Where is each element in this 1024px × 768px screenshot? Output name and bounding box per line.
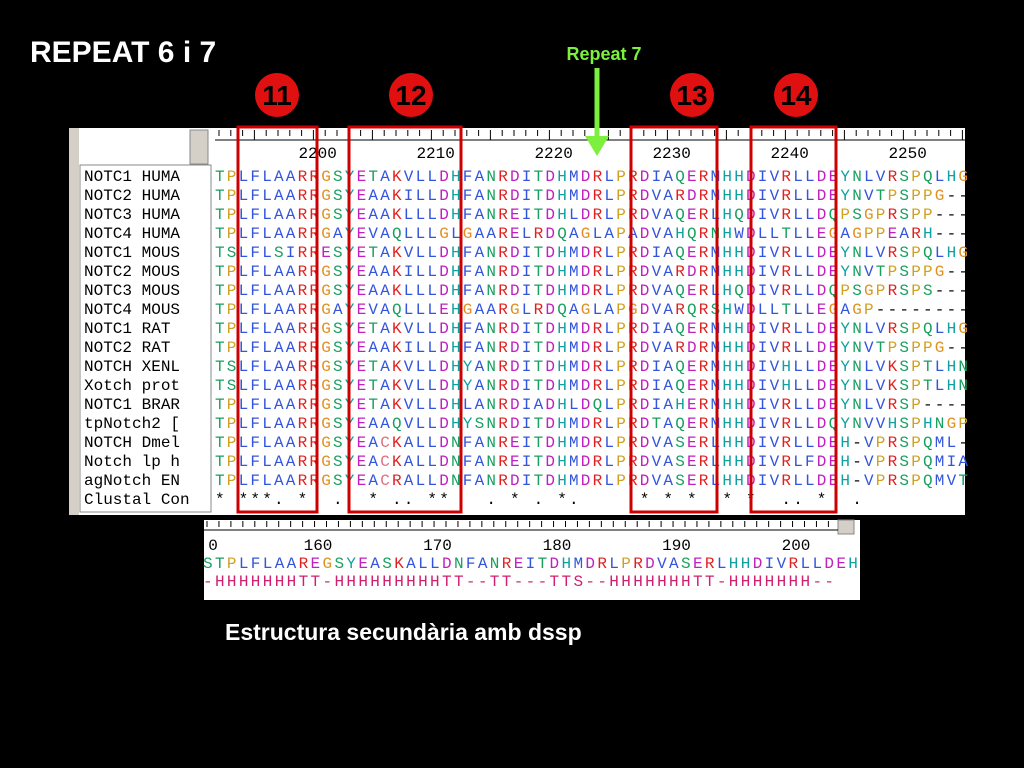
- ruler-label: 200: [782, 537, 811, 555]
- sequence-name: NOTC1 BRAR: [84, 396, 180, 414]
- ruler-label: 180: [543, 537, 572, 555]
- arrow-head: [585, 136, 609, 156]
- sequence-name: tpNotch2 [: [84, 415, 180, 433]
- sequence-name: NOTC1 HUMA: [84, 168, 180, 186]
- ruler-label: 2250: [888, 145, 926, 163]
- sequence-name: NOTC3 HUMA: [84, 206, 180, 224]
- ruler-label: 2240: [770, 145, 808, 163]
- ruler-label: 2220: [534, 145, 572, 163]
- box: [236, 125, 319, 514]
- markers: 11 12 13 14: [255, 73, 818, 117]
- box: [629, 125, 719, 514]
- box: [749, 125, 838, 514]
- names-panel: [79, 164, 212, 513]
- ruler-label: 0: [208, 537, 218, 555]
- sequence-name: NOTC2 RAT: [84, 339, 170, 357]
- scrollbar: [189, 129, 209, 165]
- sequence-name: NOTC4 MOUS: [84, 301, 180, 319]
- sequence-name: Clustal Con: [84, 491, 190, 509]
- ruler-label: 2210: [416, 145, 454, 163]
- sequence-name: NOTCH Dmel: [84, 434, 180, 452]
- alignment-rows: NOTC1 HUMA T P L F L A A R R G S Y E T A K V L L D H F A N R D I T D H…: [84, 168, 968, 509]
- marker-label: 13: [676, 80, 707, 111]
- sequence-name: NOTC2 HUMA: [84, 187, 180, 205]
- box: [347, 125, 463, 514]
- sequence-name: NOTC3 MOUS: [84, 282, 180, 300]
- marker-label: 14: [780, 80, 812, 111]
- sequence: * * * *. * . * .. * * . * . *. * * * * * ..…: [215, 491, 862, 509]
- structure-panel: [204, 520, 860, 600]
- marker-circle: [774, 73, 818, 117]
- sequence-name: Xotch prot: [84, 377, 180, 395]
- marker-label: 12: [395, 80, 426, 111]
- scroll-button: [837, 519, 855, 535]
- ruler-label: 170: [423, 537, 452, 555]
- marker-circle: [670, 73, 714, 117]
- alignment-panel: [69, 128, 965, 515]
- sequence-name: agNotch EN: [84, 472, 180, 490]
- sequence-name: NOTC1 MOUS: [84, 244, 180, 262]
- ruler-label: 2230: [652, 145, 690, 163]
- marker-circle: [389, 73, 433, 117]
- sequence-name: NOTC2 MOUS: [84, 263, 180, 281]
- sequence-name: Notch lp h: [84, 453, 180, 471]
- caption: Estructura secundària amb dssp: [225, 619, 582, 645]
- arrow-label: Repeat 7: [566, 44, 641, 64]
- repeat-boxes: [236, 125, 838, 514]
- slide-title: REPEAT 6 i 7: [30, 36, 216, 69]
- marker-label: 11: [262, 80, 292, 111]
- marker-circle: [255, 73, 299, 117]
- ruler-label: 190: [662, 537, 691, 555]
- arrow: [585, 68, 609, 156]
- panel-border: [69, 128, 79, 515]
- sequence-name: NOTC1 RAT: [84, 320, 170, 338]
- sequence-name: NOTCH XENL: [84, 358, 180, 376]
- ruler-label: 160: [304, 537, 333, 555]
- sequence-name: NOTC4 HUMA: [84, 225, 180, 243]
- ruler: 0 160 170 180 190 200: [204, 521, 838, 555]
